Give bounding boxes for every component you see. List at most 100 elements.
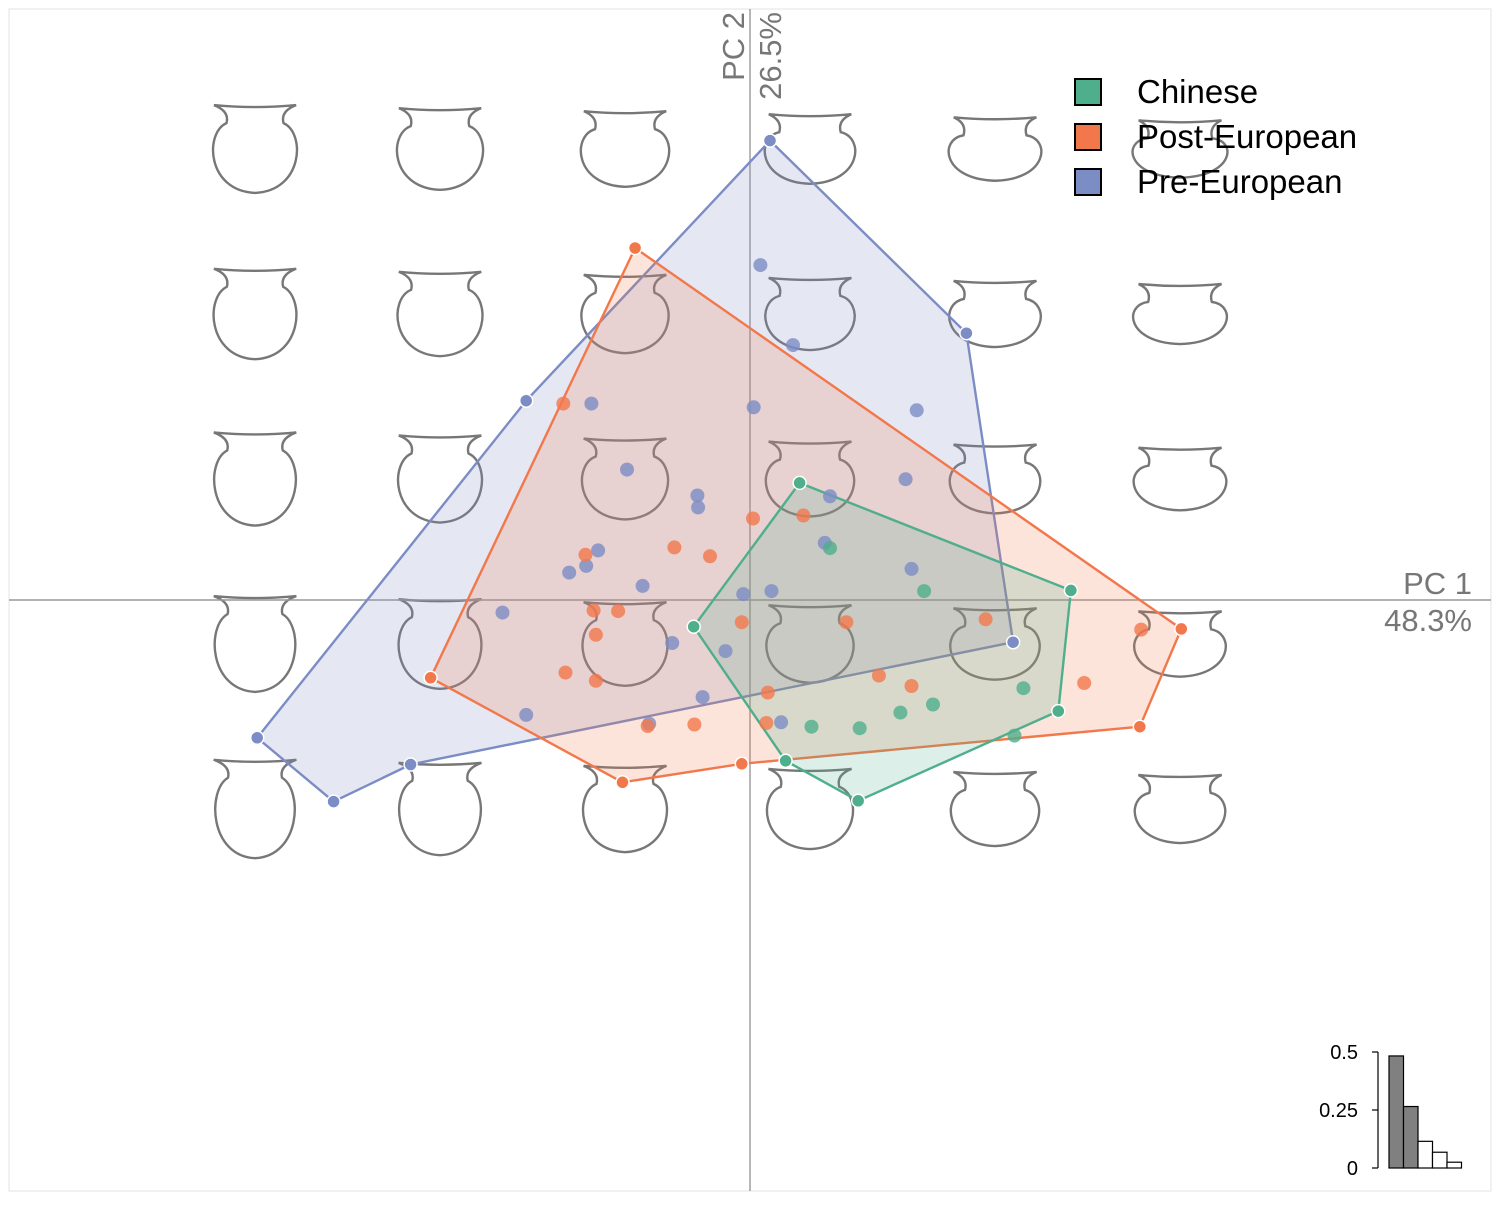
hull-vertex-pre-european: [326, 794, 341, 809]
vessel-outline: [1133, 773, 1227, 845]
vessel-outline: [581, 600, 669, 688]
vessel-outline-shape: [1131, 282, 1229, 346]
vessel-outline: [395, 106, 485, 192]
axes: [9, 9, 1491, 1191]
hull-vertex-post-european: [627, 240, 643, 256]
hull-vertex-pre-european: [762, 133, 778, 148]
vessel-outline-shape: [764, 440, 856, 518]
hull-vertex-post-european: [1174, 621, 1189, 637]
vessel-outline-shape: [213, 431, 297, 527]
data-point-post-european: [588, 627, 603, 642]
vessel-outline: [398, 761, 482, 857]
axis-labels: PC 1 48.3% PC 2 26.5%: [716, 12, 1472, 638]
scree-bar: [1402, 1105, 1419, 1169]
legend-swatch-post-european: [1074, 123, 1102, 151]
hull-vertex-pre-european: [1005, 634, 1021, 650]
vessel-outline-shape: [581, 600, 669, 688]
data-point-pre-european: [823, 489, 837, 504]
data-point-post-european: [839, 615, 854, 630]
data-point-post-european: [871, 668, 886, 683]
hull-vertex-pre-european: [249, 730, 265, 746]
hull-vertex-chinese: [778, 753, 793, 769]
pc1-axis-label: PC 1: [1403, 566, 1472, 601]
legend-label-pre-european: Pre-European: [1137, 163, 1342, 200]
data-point-post-european: [703, 549, 717, 564]
data-point-post-european: [556, 396, 571, 411]
vessel-outline-shape: [580, 437, 670, 521]
data-point-pre-european: [746, 400, 761, 415]
data-point-chinese: [804, 719, 819, 734]
vessel-outline-shape: [579, 109, 671, 189]
data-point-post-european: [578, 547, 593, 562]
data-point-post-european: [588, 673, 603, 688]
data-point-post-european: [558, 665, 573, 680]
vessel-outline: [581, 764, 669, 854]
vessel-outline-shape: [213, 594, 297, 694]
data-point-chinese: [1007, 728, 1022, 743]
hull-vertex-pre-european: [403, 757, 418, 772]
vessel-outline-shape: [947, 116, 1043, 182]
pc2-axis-label: PC 2: [716, 12, 751, 81]
hull-vertex-post-european: [734, 756, 750, 772]
scree-bar: [1446, 1161, 1463, 1169]
vessel-outline-shape: [396, 270, 484, 358]
data-point-pre-european: [904, 561, 919, 576]
shape-grid: [211, 103, 1229, 860]
vessel-outline-shape: [396, 434, 484, 524]
data-point-pre-european: [665, 636, 680, 650]
data-point-pre-european: [764, 584, 779, 599]
vessel-outline: [213, 594, 297, 694]
data-point-pre-european: [898, 472, 913, 487]
pc2-percent-label: 26.5%: [753, 12, 788, 100]
data-point-pre-european: [591, 543, 606, 558]
vessel-outline: [765, 767, 855, 851]
data-point-pre-european: [786, 338, 800, 353]
vessel-outline-shape: [1131, 119, 1229, 179]
vessel-outline: [579, 109, 671, 189]
data-point-chinese: [926, 697, 940, 712]
data-point-pre-european: [774, 715, 789, 730]
scree-bar: [1431, 1151, 1448, 1169]
data-point-chinese: [917, 584, 932, 599]
vessel-outline: [396, 270, 484, 358]
hull-vertex-chinese: [1051, 703, 1066, 719]
hull-pre-european: [256, 139, 1015, 803]
data-point-post-european: [759, 716, 774, 730]
scree-plot: 0 0.25 0.5: [1319, 1042, 1463, 1180]
data-point-post-european: [796, 508, 811, 523]
scree-bar: [1417, 1140, 1434, 1169]
legend: Chinese Post-European Pre-European: [1074, 73, 1357, 200]
vessel-outline: [1133, 610, 1227, 678]
hull-vertex-chinese: [850, 793, 866, 809]
vessel-outline: [765, 604, 855, 684]
data-point-chinese: [852, 721, 867, 736]
vessel-outline-shape: [581, 764, 669, 854]
legend-swatch-pre-european: [1074, 168, 1102, 196]
hull-vertex-pre-european: [959, 325, 974, 341]
vessel-outline-shape: [211, 103, 299, 195]
data-point-pre-european: [584, 396, 599, 411]
hull-vertex-pre-european: [518, 393, 534, 408]
vessel-outline-shape: [763, 113, 857, 185]
scree-tick-label: 0: [1347, 1158, 1358, 1180]
vessel-outline-shape: [213, 758, 297, 860]
data-point-post-european: [611, 604, 626, 619]
vessel-outline: [948, 443, 1042, 515]
vessel-outline-shape: [765, 767, 855, 851]
data-point-chinese: [1016, 681, 1031, 696]
data-point-pre-european: [495, 605, 510, 620]
legend-label-chinese: Chinese: [1137, 73, 1258, 110]
data-point-pre-european: [562, 565, 577, 580]
vessel-outline: [1131, 119, 1229, 179]
vessel-outline-shape: [395, 106, 485, 192]
legend-swatch-chinese: [1074, 78, 1102, 106]
data-point-post-european: [1134, 622, 1149, 637]
data-point-pre-european: [718, 644, 733, 659]
vessel-outline: [949, 607, 1041, 681]
vessel-outline-shape: [1132, 446, 1228, 512]
data-point-post-european: [746, 511, 760, 526]
vessel-outline: [1132, 446, 1228, 512]
hull-vertex-post-european: [615, 775, 630, 790]
